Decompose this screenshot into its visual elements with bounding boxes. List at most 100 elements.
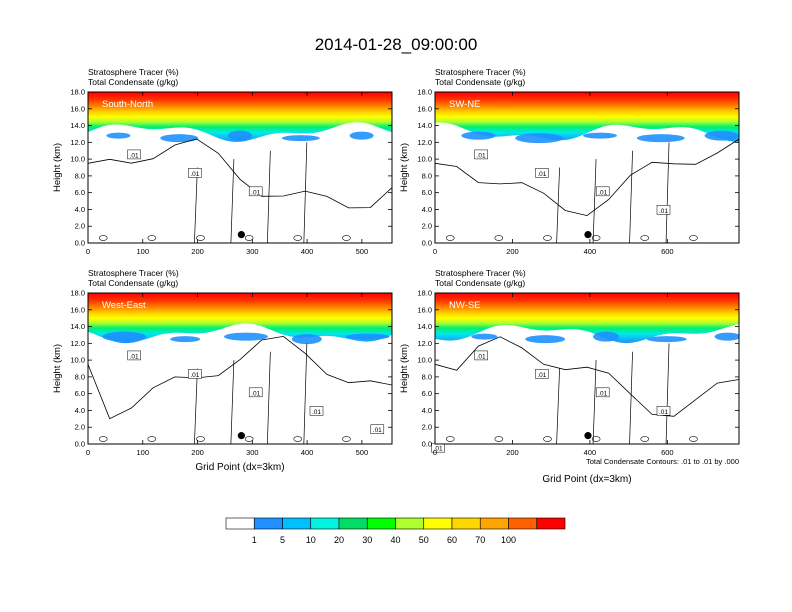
- condensate-contour-streak: [230, 360, 235, 444]
- y-tick-label: 14.0: [417, 121, 432, 130]
- y-tick-label: 12.0: [417, 138, 432, 147]
- condensate-contour-streak: [194, 167, 198, 243]
- condensate-contour-streak: [592, 360, 597, 444]
- y-tick-label: 14.0: [417, 322, 432, 331]
- location-marker: [584, 231, 592, 239]
- surface-contour: [293, 235, 303, 241]
- surface-contour: [98, 235, 108, 241]
- contour-label: .01: [477, 353, 486, 360]
- contour-label-box: [370, 424, 385, 434]
- figure-title: 2014-01-28_09:00:00: [315, 35, 478, 54]
- colorbar-label: 100: [501, 535, 516, 545]
- tracer-patch: [291, 334, 322, 345]
- contour-label: .01: [130, 353, 139, 360]
- panel-title-condensate: Total Condensate (g/kg): [435, 77, 525, 87]
- x-axis-title-right: Grid Point (dx=3km): [542, 474, 631, 485]
- x-tick-label: 0: [433, 448, 437, 457]
- colorbar-swatch: [508, 517, 538, 530]
- y-tick-label: 4.0: [422, 205, 432, 214]
- condensate-contour: [88, 138, 392, 209]
- y-tick-label: 6.0: [422, 188, 432, 197]
- tracer-patch: [224, 332, 268, 341]
- tracer-field: [88, 293, 392, 344]
- plot-frame: [87, 91, 393, 244]
- footer-note: Total Condensate Contours: .01 to .01 by…: [586, 457, 739, 466]
- y-tick-label: 12.0: [70, 138, 85, 147]
- tracer-field: [435, 92, 739, 142]
- y-tick-label: 0.0: [422, 239, 432, 248]
- y-tick-label: 16.0: [417, 104, 432, 113]
- y-tick-label: 14.0: [70, 121, 85, 130]
- tracer-patch: [515, 133, 564, 144]
- tracer-patch: [106, 132, 131, 139]
- contour-label: .01: [477, 152, 486, 159]
- condensate-contour-streak: [194, 368, 198, 444]
- x-tick-label: 100: [137, 448, 150, 457]
- x-tick-label: 0: [86, 448, 90, 457]
- condensate-contour-streak: [665, 142, 670, 243]
- tracer-patch: [349, 131, 374, 140]
- condensate-contour: [435, 336, 739, 417]
- x-tick-label: 200: [191, 247, 204, 256]
- contour-label: .01: [251, 189, 260, 196]
- x-tick-label: 300: [246, 448, 259, 457]
- surface-contour: [244, 235, 254, 241]
- contour-label: .01: [251, 390, 260, 397]
- panel-label: NW-SE: [449, 300, 481, 311]
- panel-2: Stratosphere Tracer (%)Total Condensate …: [399, 67, 740, 256]
- x-tick-label: 100: [137, 247, 150, 256]
- y-tick-label: 10.0: [70, 356, 85, 365]
- contour-label-box: [309, 406, 324, 416]
- surface-contour: [244, 436, 254, 442]
- y-tick-label: 16.0: [70, 305, 85, 314]
- x-tick-label: 200: [506, 448, 519, 457]
- y-tick-label: 0.0: [75, 239, 85, 248]
- y-tick-label: 4.0: [422, 406, 432, 415]
- colorbar-label: 50: [419, 535, 429, 545]
- surface-contour: [445, 436, 455, 442]
- y-tick-label: 8.0: [75, 372, 85, 381]
- colorbar-swatch: [366, 517, 396, 530]
- condensate-contour-streak: [592, 159, 597, 243]
- panel-3: Stratosphere Tracer (%)Total Condensate …: [52, 268, 445, 457]
- surface-contour: [543, 436, 552, 442]
- colorbar-swatch: [423, 517, 453, 530]
- x-tick-label: 600: [661, 448, 674, 457]
- x-tick-label: 0: [86, 247, 90, 256]
- y-tick-label: 2.0: [422, 222, 432, 231]
- y-axis-label: Height (km): [52, 344, 63, 393]
- y-tick-label: 10.0: [70, 155, 85, 164]
- contour-label-box: [474, 149, 488, 160]
- condensate-contour-streak: [267, 150, 271, 243]
- colorbar-label: 60: [447, 535, 457, 545]
- colorbar-swatch: [253, 517, 283, 530]
- colorbar-swatch: [395, 517, 425, 530]
- tracer-patch: [714, 332, 739, 341]
- colorbar-swatch: [338, 517, 368, 530]
- condensate-contour-streak: [665, 343, 670, 444]
- surface-contour: [196, 436, 205, 442]
- contour-label: .01: [373, 427, 382, 434]
- y-tick-label: 16.0: [417, 305, 432, 314]
- surface-contour: [98, 436, 108, 442]
- surface-contour: [591, 436, 601, 442]
- x-tick-label: 200: [191, 448, 204, 457]
- contour-label: .01: [537, 372, 546, 379]
- contour-label-box: [535, 369, 549, 379]
- tracer-patch: [160, 134, 199, 143]
- surface-contour: [445, 235, 455, 241]
- panel-4: Stratosphere Tracer (%)Total Condensate …: [399, 268, 740, 457]
- y-tick-label: 14.0: [70, 322, 85, 331]
- contour-label-box: [188, 369, 202, 379]
- colorbar-swatch: [225, 517, 255, 530]
- contour-label: .01: [190, 171, 199, 178]
- surface-contour: [494, 235, 504, 241]
- condensate-contour-streak: [267, 351, 271, 444]
- y-tick-label: 18.0: [417, 88, 432, 97]
- contour-label: .01: [659, 208, 668, 215]
- surface-contour: [689, 436, 698, 442]
- y-tick-label: 0.0: [422, 440, 432, 449]
- colorbar-swatch: [310, 517, 340, 530]
- tracer-patch: [170, 336, 201, 343]
- y-axis-label: Height (km): [399, 344, 410, 393]
